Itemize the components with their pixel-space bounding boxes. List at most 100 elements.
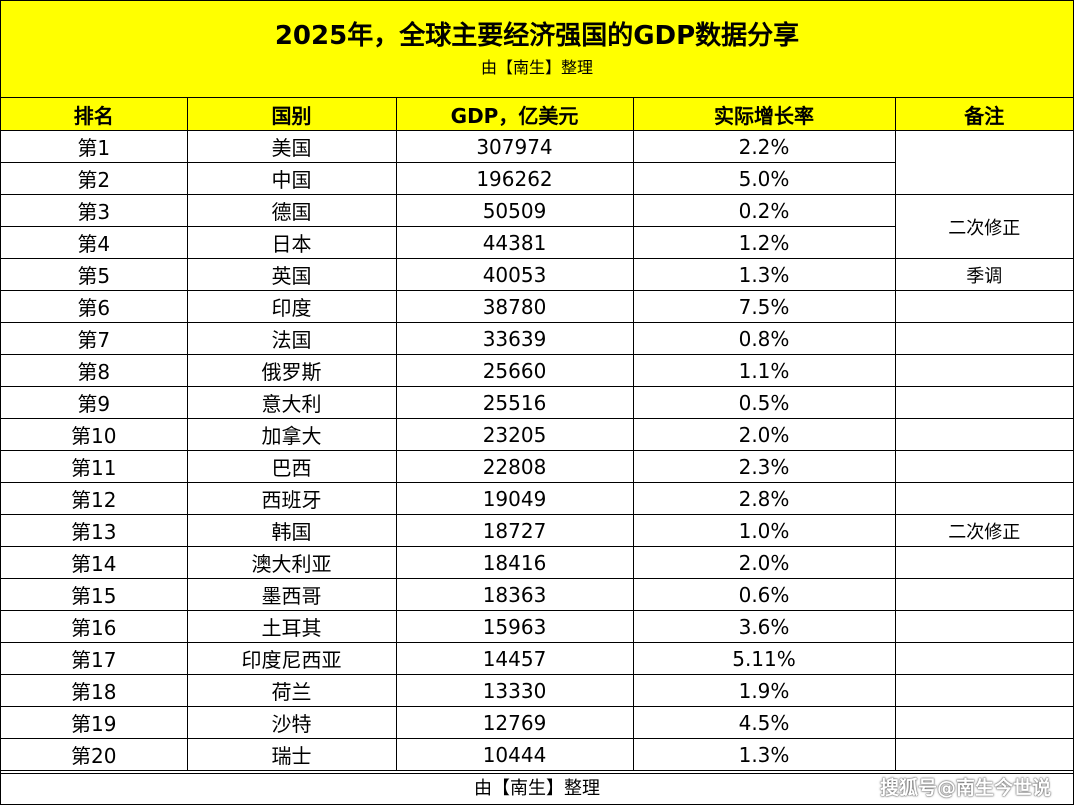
table-row: 第18 荷兰 13330 1.9% — [1, 674, 1073, 707]
country-cell: 日本 — [186, 226, 397, 259]
country-cell: 瑞士 — [186, 738, 397, 771]
rank-cell: 第6 — [1, 290, 188, 323]
note-cell — [894, 290, 1073, 323]
country-cell: 西班牙 — [186, 482, 397, 515]
header-gdp: GDP，亿美元 — [395, 98, 634, 131]
gdp-cell: 33639 — [395, 322, 634, 355]
growth-cell: 2.8% — [632, 482, 896, 515]
table-row: 第8 俄罗斯 25660 1.1% — [1, 354, 1073, 387]
growth-cell: 5.11% — [632, 642, 896, 675]
header-rank: 排名 — [1, 98, 188, 131]
gdp-cell: 18727 — [395, 514, 634, 547]
rank-cell: 第5 — [1, 258, 188, 291]
country-cell: 美国 — [186, 130, 397, 163]
gdp-cell: 196262 — [395, 162, 634, 195]
note-cell — [894, 354, 1073, 387]
note-cell — [894, 450, 1073, 483]
note-cell: 二次修正 — [894, 514, 1073, 547]
table-row: 第5 英国 40053 1.3% 季调 — [1, 258, 1073, 291]
growth-cell: 1.3% — [632, 258, 896, 291]
table-row: 第1 美国 307974 2.2% — [1, 130, 1073, 195]
rank-cell: 第11 — [1, 450, 188, 483]
table-row: 第14 澳大利亚 18416 2.0% — [1, 546, 1073, 579]
footer-credit: 由【南生】整理 — [1, 773, 1073, 804]
gdp-cell: 307974 — [395, 130, 634, 163]
table-row: 第16 土耳其 15963 3.6% — [1, 610, 1073, 643]
growth-cell: 2.3% — [632, 450, 896, 483]
country-cell: 俄罗斯 — [186, 354, 397, 387]
growth-cell: 0.8% — [632, 322, 896, 355]
table-row: 第11 巴西 22808 2.3% — [1, 450, 1073, 483]
header-row: 排名 国别 GDP，亿美元 实际增长率 备注 — [1, 98, 1073, 131]
table-row: 第2 中国 196262 5.0% — [1, 162, 1073, 195]
rank-cell: 第1 — [1, 130, 188, 163]
country-cell: 法国 — [186, 322, 397, 355]
note-cell — [894, 706, 1073, 739]
table-row: 第6 印度 38780 7.5% — [1, 290, 1073, 323]
gdp-cell: 14457 — [395, 642, 634, 675]
rank-cell: 第2 — [1, 162, 188, 195]
gdp-cell: 50509 — [395, 194, 634, 227]
rank-cell: 第20 — [1, 738, 188, 771]
table-row: 第3 德国 50509 0.2% 二次修正 — [1, 194, 1073, 259]
country-cell: 中国 — [186, 162, 397, 195]
header-country: 国别 — [186, 98, 397, 131]
growth-cell: 2.2% — [632, 130, 896, 163]
rank-cell: 第19 — [1, 706, 188, 739]
watermark: 搜狐号@南生今世说 — [879, 777, 1051, 799]
table-row: 第12 西班牙 19049 2.8% — [1, 482, 1073, 515]
sheet-subtitle: 由【南生】整理 — [480, 58, 593, 77]
country-cell: 印度尼西亚 — [186, 642, 397, 675]
growth-cell: 1.1% — [632, 354, 896, 387]
growth-cell: 0.6% — [632, 578, 896, 611]
country-cell: 墨西哥 — [186, 578, 397, 611]
country-cell: 土耳其 — [186, 610, 397, 643]
rank-cell: 第4 — [1, 226, 188, 259]
gdp-cell: 12769 — [395, 706, 634, 739]
rank-cell: 第9 — [1, 386, 188, 419]
growth-cell: 1.0% — [632, 514, 896, 547]
growth-cell: 0.5% — [632, 386, 896, 419]
title-block: 2025年，全球主要经济强国的GDP数据分享 由【南生】整理 — [1, 1, 1073, 98]
table-row: 第15 墨西哥 18363 0.6% — [1, 578, 1073, 611]
note-cell: 季调 — [894, 258, 1073, 291]
growth-cell: 4.5% — [632, 706, 896, 739]
rank-cell: 第8 — [1, 354, 188, 387]
rank-cell: 第13 — [1, 514, 188, 547]
note-cell — [894, 674, 1073, 707]
gdp-cell: 18363 — [395, 578, 634, 611]
country-cell: 澳大利亚 — [186, 546, 397, 579]
note-cell — [894, 738, 1073, 771]
table-row: 第20 瑞士 10444 1.3% — [1, 738, 1073, 771]
gdp-cell: 10444 — [395, 738, 634, 771]
country-cell: 印度 — [186, 290, 397, 323]
rank-cell: 第15 — [1, 578, 188, 611]
rank-cell: 第17 — [1, 642, 188, 675]
table-row: 第9 意大利 25516 0.5% — [1, 386, 1073, 419]
gdp-cell: 15963 — [395, 610, 634, 643]
note-cell — [894, 578, 1073, 611]
sheet-title: 2025年，全球主要经济强国的GDP数据分享 — [274, 21, 800, 51]
growth-cell: 2.0% — [632, 546, 896, 579]
note-cell — [894, 482, 1073, 515]
growth-cell: 3.6% — [632, 610, 896, 643]
gdp-cell: 25516 — [395, 386, 634, 419]
growth-cell: 5.0% — [632, 162, 895, 195]
note-cell — [894, 322, 1073, 355]
table-row: 第7 法国 33639 0.8% — [1, 322, 1073, 355]
country-cell: 韩国 — [186, 514, 397, 547]
table-row: 第13 韩国 18727 1.0% 二次修正 — [1, 514, 1073, 547]
rank-cell: 第16 — [1, 610, 188, 643]
gdp-cell: 40053 — [395, 258, 634, 291]
rank-cell: 第14 — [1, 546, 188, 579]
rank-cell: 第10 — [1, 418, 188, 451]
growth-cell: 1.9% — [632, 674, 896, 707]
country-cell: 德国 — [186, 194, 397, 227]
gdp-cell: 19049 — [395, 482, 634, 515]
note-cell — [894, 610, 1073, 643]
gdp-cell: 38780 — [395, 290, 634, 323]
gdp-cell: 25660 — [395, 354, 634, 387]
growth-cell: 2.0% — [632, 418, 896, 451]
country-cell: 加拿大 — [186, 418, 397, 451]
growth-cell: 0.2% — [632, 194, 896, 227]
